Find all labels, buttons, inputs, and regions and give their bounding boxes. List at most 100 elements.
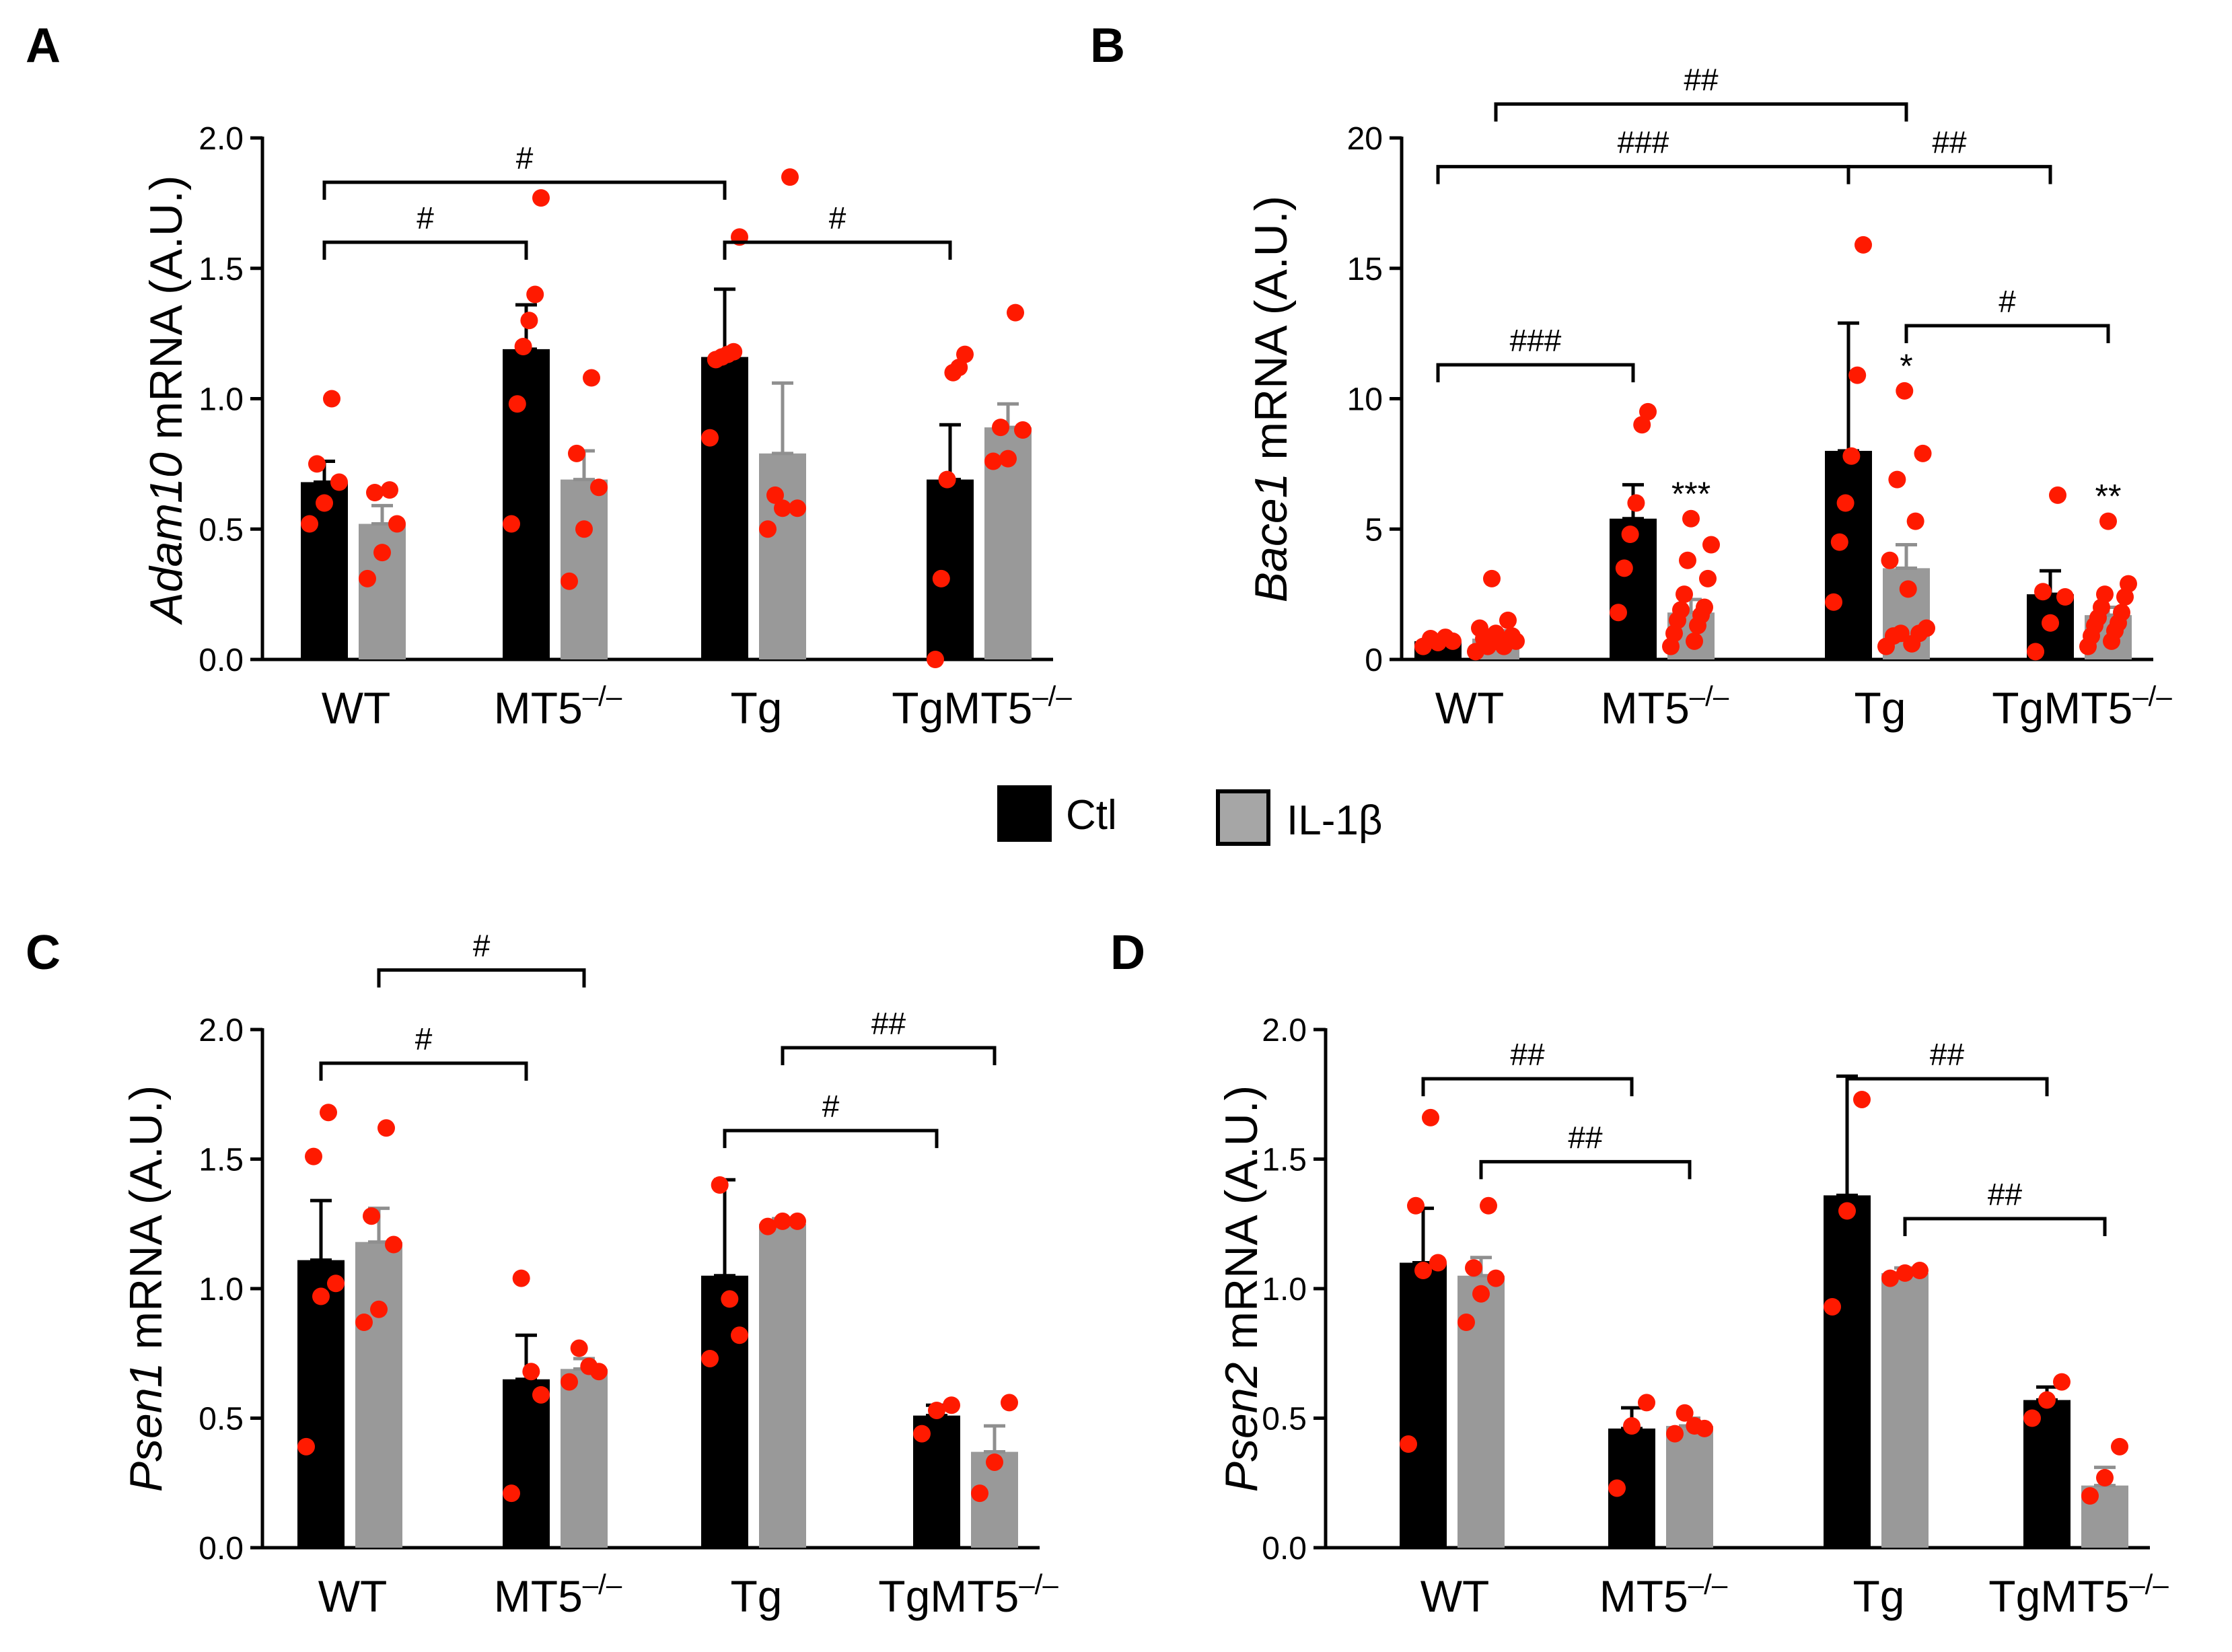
data-point	[1638, 1394, 1655, 1412]
data-point	[1914, 444, 1932, 462]
data-point	[2027, 643, 2044, 661]
data-point	[2096, 1469, 2114, 1487]
y-tick-label: 1.5	[199, 252, 244, 287]
x-tick-label: MT5–/–	[494, 680, 622, 733]
data-point	[388, 515, 406, 533]
y-tick-label: 0.0	[199, 1531, 244, 1567]
data-point	[1838, 1202, 1856, 1220]
x-tick-label: Tg	[1852, 1571, 1904, 1621]
data-point	[971, 1484, 988, 1503]
data-point	[1824, 1297, 1841, 1316]
data-point	[532, 1386, 550, 1404]
y-tick-label: 2.0	[1262, 1013, 1307, 1048]
data-point	[1699, 569, 1717, 587]
data-point	[1848, 366, 1867, 384]
bar-ctl	[503, 1379, 550, 1548]
x-tick-label: Tg	[1854, 683, 1906, 733]
data-point	[1899, 580, 1917, 598]
data-point	[1881, 551, 1899, 569]
y-axis-title: Psen2 mRNA (A.U.)	[1216, 1085, 1267, 1493]
data-point	[512, 1269, 530, 1287]
data-point	[583, 369, 600, 387]
x-tick-label-superscript: –/–	[1019, 1569, 1058, 1600]
data-point	[1639, 402, 1657, 421]
comparison-label: ##	[1568, 1120, 1603, 1155]
data-point	[508, 395, 526, 413]
bar-ctl	[503, 349, 550, 659]
y-axis-title-unit: mRNA (A.U.)	[1246, 196, 1297, 473]
data-point	[1499, 611, 1517, 629]
y-tick-label: 0.5	[1262, 1402, 1307, 1437]
data-point	[2099, 512, 2117, 530]
data-point	[377, 1119, 395, 1137]
y-axis-title: Bace1 mRNA (A.U.)	[1246, 196, 1297, 603]
x-tick-label-name: MT5	[1601, 683, 1690, 733]
data-point	[355, 1314, 373, 1332]
data-point	[2053, 1373, 2071, 1391]
data-point	[1422, 630, 1439, 647]
bar-il1b	[759, 453, 806, 659]
x-tick-label-name: WT	[318, 1571, 388, 1621]
data-point	[701, 1349, 719, 1367]
data-point	[575, 520, 593, 538]
data-point	[1014, 421, 1032, 439]
data-point	[1676, 1404, 1694, 1422]
y-tick-label: 0.0	[199, 643, 244, 678]
data-point	[1623, 1417, 1641, 1435]
data-point	[1422, 1108, 1439, 1126]
data-point	[1483, 569, 1501, 587]
x-tick-label: MT5–/–	[1599, 1569, 1728, 1621]
x-tick-label-name: TgMT5	[1992, 683, 2132, 733]
data-point	[514, 338, 532, 355]
comparison-label: ##	[1930, 1037, 1965, 1072]
significance-marker: *	[1900, 347, 1912, 385]
x-tick-label-superscript: –/–	[1688, 1569, 1728, 1600]
data-point	[2113, 604, 2130, 622]
comparison-label: #	[822, 1089, 840, 1124]
comparison-label: #	[417, 201, 434, 236]
comparison-bracket	[322, 240, 528, 260]
data-point	[1472, 1285, 1490, 1303]
data-point	[711, 1176, 729, 1194]
data-point	[297, 1437, 315, 1456]
x-tick-label-superscript: –/–	[2132, 680, 2172, 712]
data-point	[323, 390, 340, 408]
data-point	[1429, 1254, 1447, 1272]
bar-ctl	[1824, 1195, 1871, 1548]
data-point	[2081, 1487, 2099, 1505]
data-point	[373, 544, 391, 562]
data-point	[759, 1217, 777, 1235]
y-axis-title-unit: mRNA (A.U.)	[1216, 1085, 1267, 1363]
data-point	[774, 499, 791, 517]
data-point	[774, 1212, 791, 1230]
data-point	[1682, 509, 1700, 528]
data-point	[1825, 593, 1842, 611]
data-point	[1696, 598, 1713, 616]
data-point	[984, 452, 1002, 470]
comparison-label: ##	[1988, 1177, 2023, 1212]
bar-ctl	[701, 357, 748, 659]
bar-il1b	[1881, 1272, 1929, 1548]
y-tick-label: 2.0	[199, 1013, 244, 1048]
data-point	[1007, 303, 1024, 322]
data-point	[1881, 1269, 1899, 1287]
bar-ctl	[1825, 451, 1872, 659]
data-point	[1400, 1435, 1417, 1453]
data-point	[1855, 236, 1872, 254]
legend-swatch-ctl	[997, 785, 1052, 842]
x-tick-label: TgMT5–/–	[878, 1569, 1058, 1621]
data-point	[366, 484, 384, 501]
y-axis-title-gene: Adam10	[141, 452, 192, 625]
data-point	[590, 478, 608, 497]
panel-letter-b: B	[1090, 19, 1125, 73]
data-point	[1836, 494, 1855, 512]
y-axis-title-gene: Psen1	[120, 1362, 172, 1492]
y-tick-label: 2.0	[199, 121, 244, 157]
data-point	[766, 486, 784, 504]
data-point	[320, 1104, 337, 1122]
data-point	[1457, 1314, 1475, 1332]
